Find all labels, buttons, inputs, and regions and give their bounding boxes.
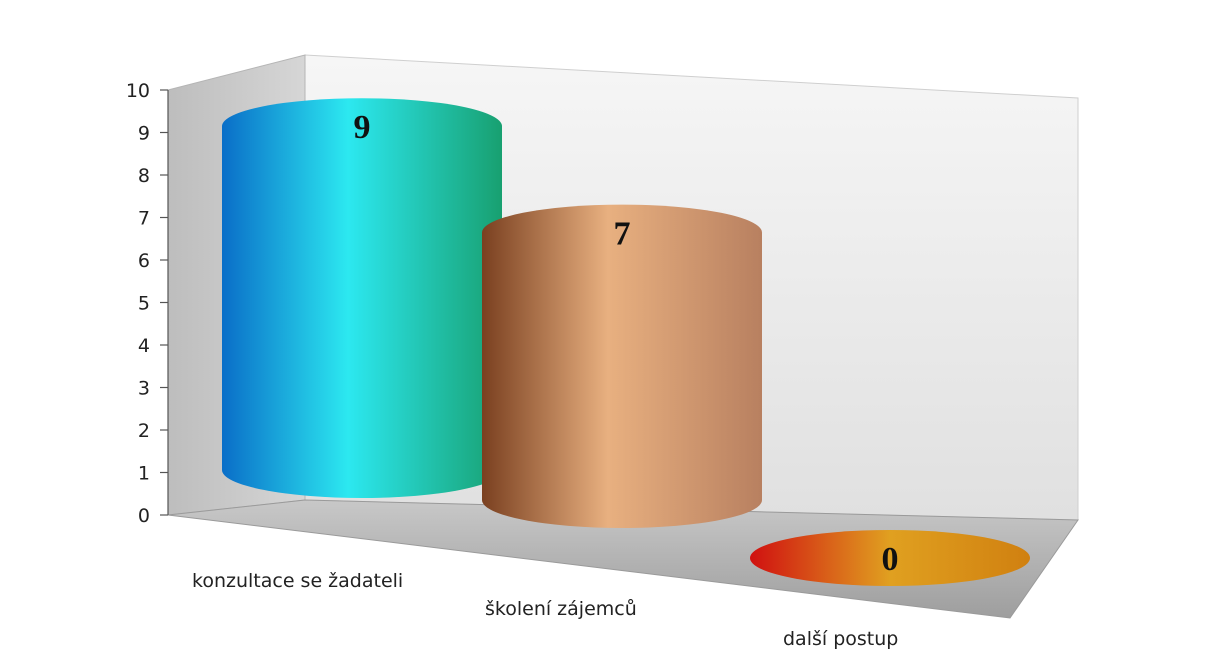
category-label: další postup bbox=[783, 628, 898, 650]
y-tick-label: 5 bbox=[138, 293, 150, 315]
bar-0: 9 bbox=[222, 98, 502, 498]
cylinder-body bbox=[222, 126, 502, 498]
y-tick-label: 9 bbox=[138, 123, 150, 145]
category-label: školení zájemců bbox=[485, 598, 637, 620]
x-axis-labels: konzultace se žadateli školení zájemců dal… bbox=[192, 570, 898, 650]
y-axis: 0 1 2 3 4 5 6 7 8 9 10 bbox=[126, 80, 168, 527]
y-tick-label: 8 bbox=[138, 165, 150, 187]
y-tick-label: 6 bbox=[138, 250, 150, 272]
cylinder-top bbox=[482, 204, 762, 261]
y-tick-label: 10 bbox=[126, 80, 150, 102]
cylinder-body bbox=[482, 232, 762, 528]
y-tick-label: 4 bbox=[138, 335, 150, 357]
y-tick-label: 7 bbox=[138, 208, 150, 230]
y-tick-label: 3 bbox=[138, 378, 150, 400]
bars: 9 7 0 bbox=[222, 98, 1030, 586]
category-label: konzultace se žadateli bbox=[192, 570, 403, 592]
y-tick-label: 1 bbox=[138, 463, 150, 485]
y-tick-label: 0 bbox=[138, 505, 150, 527]
data-label: 7 bbox=[614, 216, 631, 253]
cylinder-top bbox=[222, 98, 502, 155]
bar-2: 0 bbox=[750, 530, 1030, 586]
bar-1: 7 bbox=[482, 204, 762, 528]
data-label: 9 bbox=[354, 109, 371, 146]
floor bbox=[167, 499, 1079, 619]
y-tick-label: 2 bbox=[138, 420, 150, 442]
cylinder-top bbox=[750, 530, 1030, 586]
data-label: 0 bbox=[882, 541, 899, 578]
